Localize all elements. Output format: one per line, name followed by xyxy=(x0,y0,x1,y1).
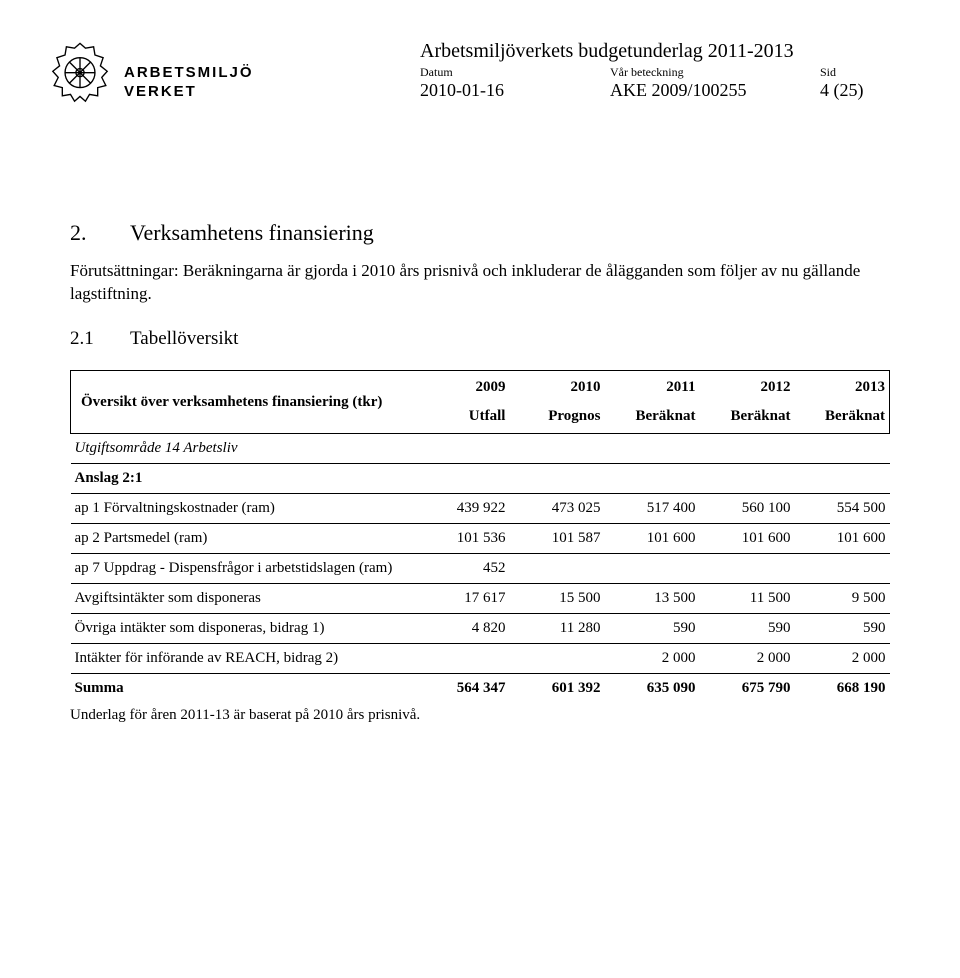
cell: 590 xyxy=(604,613,699,643)
table-year-row: Översikt över verksamhetens finansiering… xyxy=(71,370,890,402)
meta-label-row: Datum Vår beteckning Sid xyxy=(420,65,910,80)
cell: 9 500 xyxy=(794,583,889,613)
table-footnote: Underlag för åren 2011-13 är baserat på … xyxy=(70,703,890,724)
row-label: Avgiftsintäkter som disponeras xyxy=(71,583,415,613)
meta-value-row: 2010-01-16 AKE 2009/100255 4 (25) xyxy=(420,80,910,101)
row-label: Övriga intäkter som disponeras, bidrag 1… xyxy=(71,613,415,643)
year-col-2: 2011 xyxy=(604,370,699,402)
cell: 101 600 xyxy=(794,523,889,553)
document-metadata: Arbetsmiljöverkets budgetunderlag 2011-2… xyxy=(420,40,910,101)
table-row: Intäkter för införande av REACH, bidrag … xyxy=(71,643,890,673)
group-label: Utgiftsområde 14 Arbetsliv xyxy=(71,433,415,463)
section-title: Verksamhetens finansiering xyxy=(130,220,374,245)
cell: 2 000 xyxy=(699,643,794,673)
document-body: 2.Verksamhetens finansiering Förutsättni… xyxy=(50,220,910,724)
table-body: Utgiftsområde 14 Arbetsliv Anslag 2:1 ap… xyxy=(71,433,890,703)
cell: 590 xyxy=(699,613,794,643)
cell: 473 025 xyxy=(509,493,604,523)
subsection-heading: 2.1Tabellöversikt xyxy=(70,328,890,350)
document-title: Arbetsmiljöverkets budgetunderlag 2011-2… xyxy=(420,40,910,63)
cell: 11 280 xyxy=(509,613,604,643)
table-row: ap 7 Uppdrag - Dispensfrågor i arbetstid… xyxy=(71,553,890,583)
financing-table: Översikt över verksamhetens finansiering… xyxy=(70,370,890,703)
year-col-3: 2012 xyxy=(699,370,794,402)
section-number: 2. xyxy=(70,220,130,246)
year-col-4: 2013 xyxy=(794,370,889,402)
meta-label-ref: Vår beteckning xyxy=(610,65,820,80)
anslag-row: Anslag 2:1 xyxy=(71,463,890,493)
cell xyxy=(509,553,604,583)
cell xyxy=(509,643,604,673)
cell: 554 500 xyxy=(794,493,889,523)
section-intro-paragraph: Förutsättningar: Beräkningarna är gjorda… xyxy=(70,260,890,306)
cell: 11 500 xyxy=(699,583,794,613)
year-col-1: 2010 xyxy=(509,370,604,402)
row-label: ap 2 Partsmedel (ram) xyxy=(71,523,415,553)
meta-value-page: 4 (25) xyxy=(820,80,890,101)
agency-wordmark: ARBETSMILJÖ VERKET xyxy=(124,64,254,102)
cell xyxy=(604,553,699,583)
document-header: ARBETSMILJÖ VERKET Arbetsmiljöverkets bu… xyxy=(50,40,910,150)
year-col-0: 2009 xyxy=(414,370,509,402)
cell: 4 820 xyxy=(414,613,509,643)
cell xyxy=(794,553,889,583)
cell xyxy=(414,643,509,673)
cell: 101 600 xyxy=(699,523,794,553)
cell xyxy=(699,553,794,583)
cell: 15 500 xyxy=(509,583,604,613)
table-header-left: Översikt över verksamhetens finansiering… xyxy=(71,370,415,433)
sum-label: Summa xyxy=(71,673,415,703)
section-heading: 2.Verksamhetens finansiering xyxy=(70,220,890,246)
sum-cell: 675 790 xyxy=(699,673,794,703)
meta-label-page: Sid xyxy=(820,65,890,80)
wordmark-line-2: VERKET xyxy=(124,83,197,100)
table-row: ap 1 Förvaltningskostnader (ram) 439 922… xyxy=(71,493,890,523)
subsection-title: Tabellöversikt xyxy=(130,328,238,349)
cell: 17 617 xyxy=(414,583,509,613)
table-row: Avgiftsintäkter som disponeras 17 617 15… xyxy=(71,583,890,613)
cell: 101 587 xyxy=(509,523,604,553)
cell: 439 922 xyxy=(414,493,509,523)
meta-value-ref: AKE 2009/100255 xyxy=(610,80,820,101)
meta-value-date: 2010-01-16 xyxy=(420,80,610,101)
table-header-box: Översikt över verksamhetens finansiering… xyxy=(71,370,890,433)
table-row: Övriga intäkter som disponeras, bidrag 1… xyxy=(71,613,890,643)
row-label: ap 7 Uppdrag - Dispensfrågor i arbetstid… xyxy=(71,553,415,583)
sum-cell: 635 090 xyxy=(604,673,699,703)
cell: 560 100 xyxy=(699,493,794,523)
sum-row: Summa 564 347 601 392 635 090 675 790 66… xyxy=(71,673,890,703)
group-label-row: Utgiftsområde 14 Arbetsliv xyxy=(71,433,890,463)
cell: 517 400 xyxy=(604,493,699,523)
cell: 13 500 xyxy=(604,583,699,613)
colheader-2: Beräknat xyxy=(604,402,699,434)
colheader-1: Prognos xyxy=(509,402,604,434)
wordmark-line-1: ARBETSMILJÖ xyxy=(124,64,254,81)
row-label: Intäkter för införande av REACH, bidrag … xyxy=(71,643,415,673)
cell: 452 xyxy=(414,553,509,583)
crest-icon xyxy=(46,40,114,108)
subsection-number: 2.1 xyxy=(70,328,130,350)
cell: 101 536 xyxy=(414,523,509,553)
row-label: ap 1 Förvaltningskostnader (ram) xyxy=(71,493,415,523)
cell: 590 xyxy=(794,613,889,643)
cell: 2 000 xyxy=(604,643,699,673)
anslag-label: Anslag 2:1 xyxy=(71,463,415,493)
meta-label-date: Datum xyxy=(420,65,610,80)
table-row: ap 2 Partsmedel (ram) 101 536 101 587 10… xyxy=(71,523,890,553)
sum-cell: 601 392 xyxy=(509,673,604,703)
sum-cell: 668 190 xyxy=(794,673,889,703)
agency-crest-logo xyxy=(46,40,114,108)
colheader-3: Beräknat xyxy=(699,402,794,434)
cell: 101 600 xyxy=(604,523,699,553)
colheader-0: Utfall xyxy=(414,402,509,434)
colheader-4: Beräknat xyxy=(794,402,889,434)
sum-cell: 564 347 xyxy=(414,673,509,703)
cell: 2 000 xyxy=(794,643,889,673)
